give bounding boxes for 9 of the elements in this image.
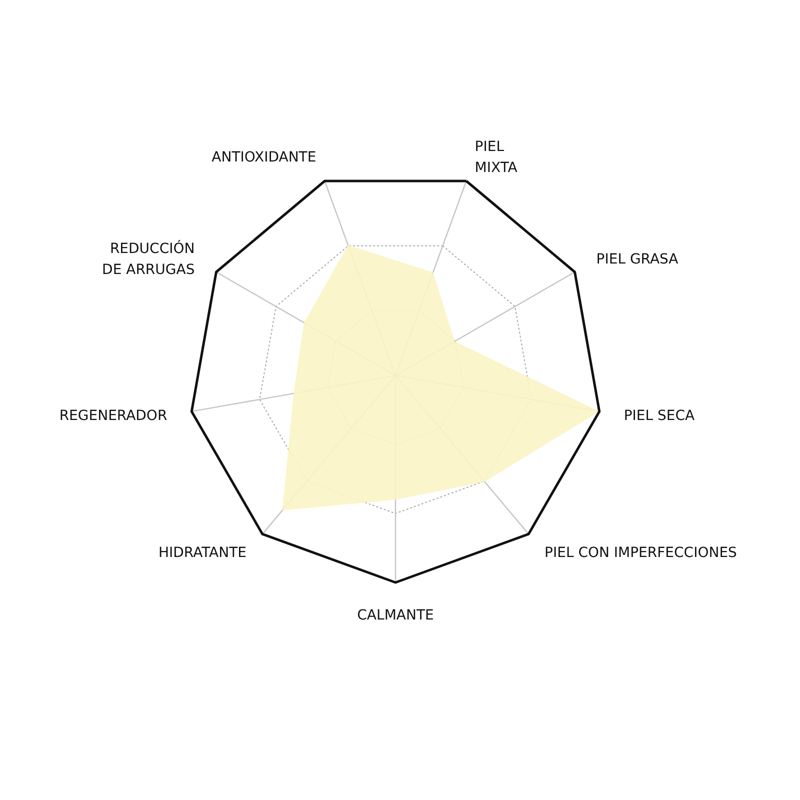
spoke-label: REDUCCIÓN DE ARRUGAS	[102, 240, 195, 278]
spoke-label: PIEL MIXTA	[474, 139, 518, 176]
spoke-label: REGENERADOR	[59, 408, 168, 424]
spoke-label: PIEL SECA	[624, 408, 695, 424]
spoke-label: CALMANTE	[357, 607, 434, 624]
spoke-label: HIDRATANTE	[158, 545, 246, 562]
spoke-label: ANTIOXIDANTE	[212, 150, 316, 166]
spoke-label: PIEL GRASA	[596, 252, 679, 268]
spoke-label: PIEL CON IMPERFECCIONES	[544, 545, 738, 562]
